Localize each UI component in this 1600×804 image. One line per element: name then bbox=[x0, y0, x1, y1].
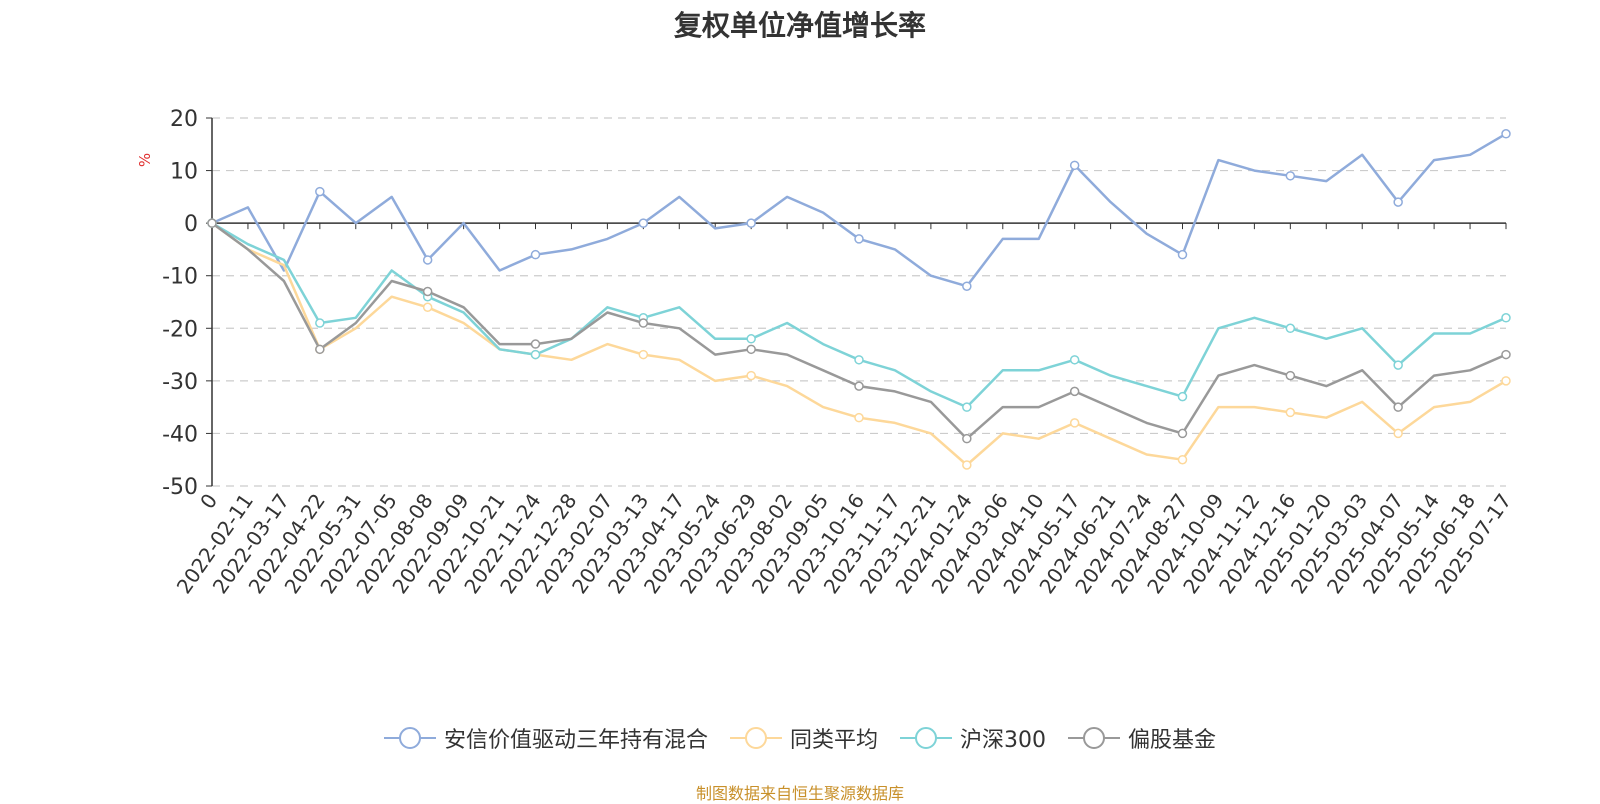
legend-item-category-avg[interactable]: 同类平均 bbox=[729, 722, 878, 754]
legend-item-equity-funds[interactable]: 偏股基金 bbox=[1068, 722, 1216, 754]
legend-line-marker-icon bbox=[729, 727, 782, 749]
legend-item-csi300[interactable]: 沪深300 bbox=[900, 722, 1046, 754]
data-point bbox=[1393, 402, 1403, 412]
data-point bbox=[1285, 323, 1296, 334]
data-point bbox=[1285, 370, 1296, 381]
legend-line-marker-icon bbox=[1068, 727, 1120, 749]
data-point bbox=[962, 281, 972, 291]
data-point bbox=[1177, 428, 1188, 439]
data-point bbox=[1069, 160, 1080, 171]
legend: 安信价值驱动三年持有混合 同类平均 沪深300 偏股基金 bbox=[0, 722, 1600, 754]
y-tick-labels: 20 10 0 -10 -20 -30 -40 -50 bbox=[162, 107, 198, 500]
data-point bbox=[1393, 360, 1403, 370]
y-tick-label: -40 bbox=[162, 422, 198, 447]
data-point bbox=[1501, 376, 1511, 386]
x-tick-labels: 02022-02-112022-03-172022-04-222022-05-3… bbox=[172, 489, 1516, 598]
data-point bbox=[746, 218, 756, 228]
legend-label: 同类平均 bbox=[789, 728, 878, 753]
data-point bbox=[854, 381, 864, 391]
legend-label: 偏股基金 bbox=[1128, 728, 1217, 753]
data-point bbox=[530, 339, 541, 349]
data-point bbox=[746, 334, 756, 344]
data-point bbox=[530, 249, 541, 260]
series-line-4 bbox=[211, 222, 1507, 440]
data-point bbox=[638, 218, 649, 228]
data-point bbox=[1069, 418, 1080, 428]
legend-item-fund[interactable]: 安信价值驱动三年持有混合 bbox=[383, 722, 708, 754]
data-point bbox=[962, 402, 972, 412]
data-point bbox=[854, 355, 864, 365]
data-point bbox=[962, 433, 972, 444]
legend-line-marker-icon bbox=[900, 727, 952, 749]
legend-line-marker-icon bbox=[383, 727, 436, 749]
data-point bbox=[1501, 129, 1511, 139]
data-point bbox=[1285, 171, 1296, 181]
data-point bbox=[530, 349, 541, 360]
data-point bbox=[1393, 428, 1403, 439]
source-note: 制图数据来自恒生聚源数据库 bbox=[695, 784, 904, 803]
chart-title: 复权单位净值增长率 bbox=[673, 9, 926, 42]
data-point bbox=[638, 318, 649, 328]
series-markers bbox=[207, 129, 1511, 470]
legend-label: 沪深300 bbox=[960, 728, 1046, 753]
data-point bbox=[315, 186, 325, 197]
data-point bbox=[854, 234, 864, 244]
data-point bbox=[207, 218, 217, 228]
data-point bbox=[1069, 355, 1080, 365]
y-tick-label: -20 bbox=[162, 317, 198, 342]
data-point bbox=[638, 349, 649, 360]
data-point bbox=[854, 412, 864, 423]
data-point bbox=[1501, 349, 1511, 360]
legend-label: 安信价值驱动三年持有混合 bbox=[443, 728, 708, 753]
grid-lines bbox=[212, 117, 1506, 487]
series-line-1 bbox=[211, 132, 1507, 288]
y-tick-label: 0 bbox=[184, 212, 198, 237]
data-point bbox=[315, 318, 325, 328]
y-tick-label: -50 bbox=[162, 475, 198, 500]
data-point bbox=[315, 344, 325, 355]
data-point bbox=[962, 460, 972, 470]
data-point bbox=[746, 344, 756, 355]
data-point bbox=[1069, 386, 1080, 397]
data-point bbox=[1285, 407, 1296, 418]
data-point bbox=[422, 302, 433, 313]
data-point bbox=[1177, 454, 1188, 465]
y-tick-label: -30 bbox=[162, 370, 198, 395]
data-point bbox=[746, 370, 756, 381]
data-point bbox=[422, 286, 433, 297]
data-point bbox=[1501, 313, 1511, 323]
data-point bbox=[1177, 391, 1188, 402]
data-point bbox=[1393, 197, 1403, 207]
y-tick-label: 20 bbox=[170, 107, 198, 132]
x-tick-label: 0 bbox=[195, 489, 222, 513]
y-tick-label: -10 bbox=[162, 265, 198, 290]
data-point bbox=[422, 255, 433, 265]
series-line-3 bbox=[211, 222, 1507, 409]
axes bbox=[206, 117, 1507, 487]
series-line-2 bbox=[211, 222, 1507, 467]
y-axis-unit-label: % bbox=[136, 153, 154, 167]
data-point bbox=[1177, 249, 1188, 260]
y-tick-label: 10 bbox=[170, 160, 198, 185]
